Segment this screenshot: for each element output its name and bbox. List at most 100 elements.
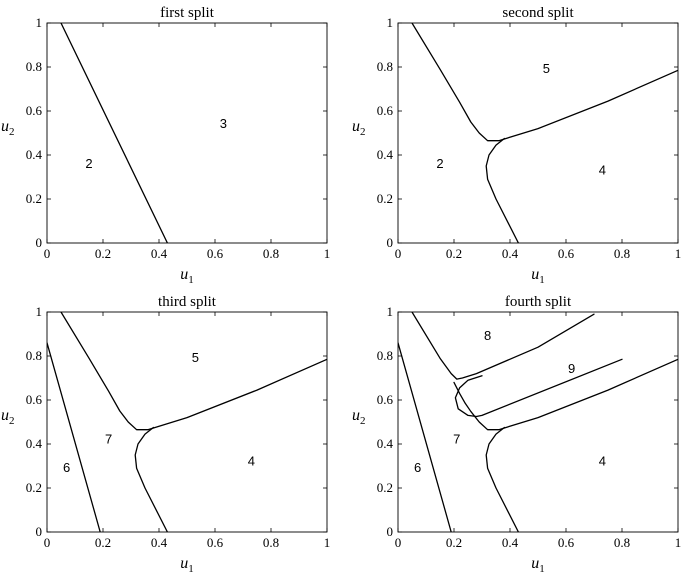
- x-tick-label: 0: [44, 535, 51, 550]
- boundary-line-1: [60, 312, 327, 431]
- x-tick-label: 0.8: [614, 246, 630, 261]
- y-tick-label: 0.8: [377, 59, 393, 74]
- x-tick-label: 0: [395, 246, 402, 261]
- y-tick-label: 0: [36, 524, 43, 539]
- boundary-line-2: [134, 426, 169, 532]
- y-tick-label: 0.6: [377, 103, 394, 118]
- y-tick-label: 0.6: [26, 392, 43, 407]
- boundary-line-5: [398, 342, 452, 532]
- x-tick-label: 0.6: [207, 535, 224, 550]
- boundary-line-4: [454, 358, 623, 418]
- boundary-line-3: [485, 426, 520, 532]
- y-tick-label: 0: [36, 235, 43, 250]
- chart-panel-2: second split 0 0.2 0.4 0.6 0.8 1 0 0.2 0.4 0.6 0.8 1…: [352, 5, 681, 286]
- x-axis-label-sub: 1: [188, 274, 194, 286]
- x-tick-label: 0.4: [151, 535, 168, 550]
- y-tick-label: 1: [36, 304, 43, 319]
- y-tick-label: 0.8: [377, 348, 393, 363]
- y-tick-label: 0.2: [26, 191, 42, 206]
- y-axis-label-sub: 2: [360, 126, 366, 138]
- y-tick-label: 1: [387, 304, 394, 319]
- region-label: 6: [63, 460, 70, 475]
- boundary-line-3: [47, 342, 101, 532]
- x-tick-label: 0.8: [614, 535, 630, 550]
- x-axis-label-main: u: [180, 266, 188, 283]
- x-axis-label: u1: [180, 266, 194, 286]
- plot-frame: [46, 22, 328, 244]
- chart-title: fourth split: [505, 294, 572, 310]
- region-label: 6: [414, 460, 421, 475]
- plot-frame: [397, 22, 679, 244]
- x-axis-label: u1: [531, 266, 545, 286]
- x-tick-label: 0: [44, 246, 51, 261]
- y-axis-label: u2: [1, 407, 15, 427]
- boundary-line-2: [485, 137, 520, 243]
- chart-panel-4: fourth split 0 0.2 0.4 0.6 0.8 1 0 0.2 0.4 0.6 0.8 1…: [352, 294, 681, 575]
- y-tick-label: 0.2: [377, 191, 393, 206]
- x-axis-label-sub: 1: [539, 274, 545, 286]
- chart-title: second split: [502, 5, 574, 21]
- y-axis-label: u2: [352, 407, 366, 427]
- x-axis-label-sub: 1: [188, 563, 194, 575]
- boundary-line-2: [453, 358, 678, 431]
- x-tick-label: 0.6: [558, 246, 575, 261]
- y-axis-label-sub: 2: [9, 126, 15, 138]
- y-tick-label: 0.8: [26, 59, 42, 74]
- chart-title: third split: [158, 294, 217, 310]
- region-label: 8: [484, 328, 491, 343]
- region-label: 7: [453, 432, 460, 447]
- y-tick-label: 0.4: [26, 147, 43, 162]
- x-tick-label: 0.4: [151, 246, 168, 261]
- chart-title: first split: [160, 5, 215, 21]
- x-tick-label: 0.2: [95, 246, 111, 261]
- x-tick-label: 0.4: [502, 246, 519, 261]
- y-tick-label: 0: [387, 524, 394, 539]
- y-tick-label: 1: [36, 15, 43, 30]
- y-tick-label: 0.4: [26, 436, 43, 451]
- x-tick-label: 0.6: [207, 246, 224, 261]
- y-tick-label: 0.2: [377, 480, 393, 495]
- y-tick-label: 0.6: [377, 392, 394, 407]
- y-axis-label-main: u: [1, 407, 9, 424]
- x-axis-label-main: u: [531, 555, 539, 572]
- y-tick-label: 0.2: [26, 480, 42, 495]
- x-tick-label: 0.2: [446, 246, 462, 261]
- region-label: 5: [192, 350, 199, 365]
- y-tick-label: 0: [387, 235, 394, 250]
- y-tick-label: 0.4: [377, 147, 394, 162]
- y-axis-label-main: u: [1, 118, 9, 135]
- region-label: 4: [599, 454, 606, 469]
- x-tick-label: 1: [675, 535, 682, 550]
- region-label: 2: [436, 156, 443, 171]
- y-tick-label: 0.6: [26, 103, 43, 118]
- x-tick-label: 0: [395, 535, 402, 550]
- y-axis-label-main: u: [352, 407, 360, 424]
- y-axis-label: u2: [1, 118, 15, 138]
- boundary-line-1: [411, 312, 595, 380]
- y-tick-label: 1: [387, 15, 394, 30]
- region-label: 2: [85, 156, 92, 171]
- y-tick-label: 0.4: [377, 436, 394, 451]
- y-tick-label: 0.8: [26, 348, 42, 363]
- region-label: 7: [105, 432, 112, 447]
- region-label: 3: [220, 116, 227, 131]
- x-axis-label-main: u: [180, 555, 188, 572]
- region-label: 4: [248, 454, 255, 469]
- plot-frame: [397, 311, 679, 533]
- boundary-line-1: [60, 23, 169, 243]
- x-axis-label-main: u: [531, 266, 539, 283]
- x-tick-label: 1: [675, 246, 682, 261]
- y-axis-label-main: u: [352, 118, 360, 135]
- region-label: 4: [599, 162, 606, 177]
- y-axis-label: u2: [352, 118, 366, 138]
- y-axis-label-sub: 2: [360, 415, 366, 427]
- y-axis-label-sub: 2: [9, 415, 15, 427]
- region-label: 5: [543, 61, 550, 76]
- x-tick-label: 1: [324, 246, 331, 261]
- region-label: 9: [568, 361, 575, 376]
- x-tick-label: 0.4: [502, 535, 519, 550]
- x-axis-label-sub: 1: [539, 563, 545, 575]
